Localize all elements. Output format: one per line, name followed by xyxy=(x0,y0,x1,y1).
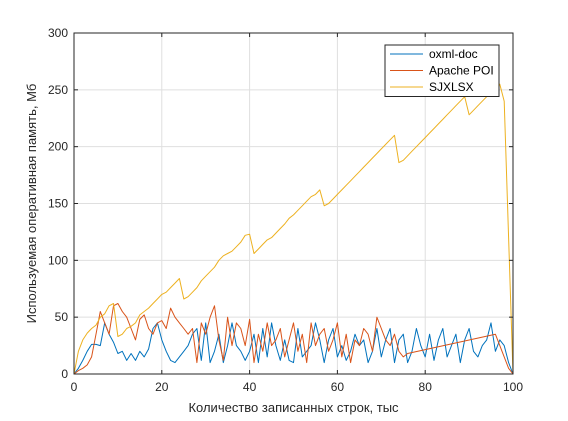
x-tick-label: 40 xyxy=(243,380,257,394)
legend-entry-label: SJXLSX xyxy=(429,80,474,94)
y-tick-label: 100 xyxy=(48,253,68,267)
y-tick-label: 0 xyxy=(61,367,68,381)
x-tick-label: 20 xyxy=(155,380,169,394)
series-line-oxml-doc xyxy=(73,322,514,375)
y-tick-label: 250 xyxy=(48,83,68,97)
y-tick-label: 300 xyxy=(48,26,68,40)
y-tick-label: 200 xyxy=(48,140,68,154)
y-axis-label: Используемая оперативная память, Мб xyxy=(24,84,39,324)
series-line-apache-poi xyxy=(73,303,514,375)
y-tick-label: 150 xyxy=(48,197,68,211)
legend-entry-label: oxml-doc xyxy=(429,47,478,61)
series-lines xyxy=(73,83,514,375)
x-tick-label: 80 xyxy=(419,380,433,394)
y-tick-label: 50 xyxy=(55,310,69,324)
x-axis-label: Количество записанных строк, тыс xyxy=(188,400,399,415)
axis-ticks: 0 20 40 60 80 100 0 50 100 150 200 250 300 xyxy=(48,26,523,394)
series-line-sjxlsx xyxy=(73,83,514,375)
legend: oxml-doc Apache POI SJXLSX xyxy=(384,44,500,97)
x-tick-label: 60 xyxy=(331,380,345,394)
x-tick-label: 0 xyxy=(71,380,78,394)
x-tick-label: 100 xyxy=(503,380,523,394)
legend-entry-label: Apache POI xyxy=(429,64,494,78)
